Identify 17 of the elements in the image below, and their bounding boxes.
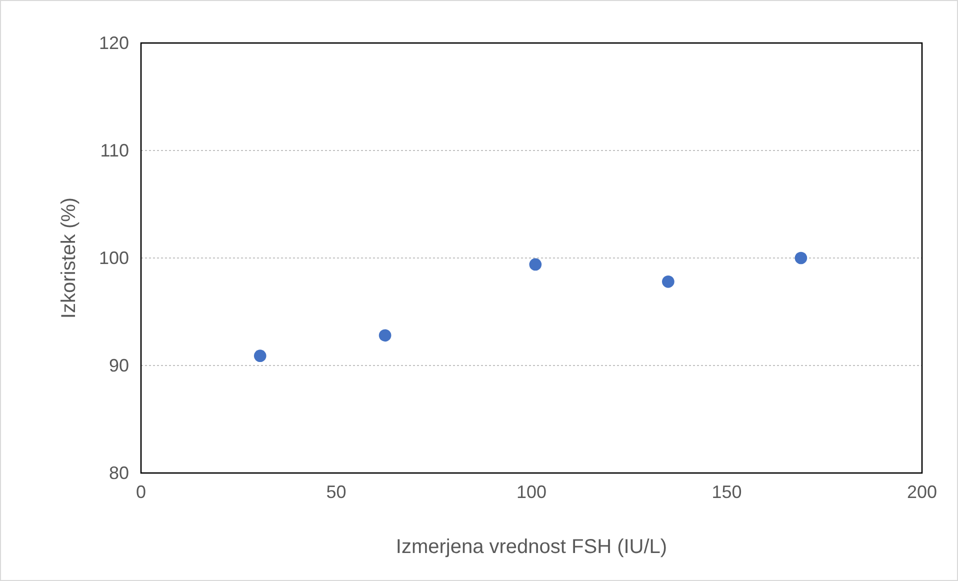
y-tick-label: 110 [100, 140, 129, 160]
point [662, 275, 674, 288]
y-tick-label: 80 [108, 462, 129, 483]
point [378, 329, 392, 342]
x-tick-label: 0 [136, 482, 146, 502]
y-tick-label: 90 [108, 355, 129, 376]
point [254, 350, 266, 362]
y-axis-title: Izkoristek (%) [58, 197, 80, 319]
y-tick-label: 100 [98, 248, 129, 268]
point [794, 252, 808, 264]
x-tick-label: 100 [516, 482, 547, 502]
x-tick-label: 50 [326, 482, 346, 502]
x-tick-label: 200 [906, 482, 938, 502]
point [529, 258, 542, 271]
x-axis-title: Izmerjena vrednost FSH (IU/L) [396, 536, 668, 558]
y-tick-label: 120 [98, 32, 129, 53]
x-tick-label: 150 [712, 482, 742, 502]
